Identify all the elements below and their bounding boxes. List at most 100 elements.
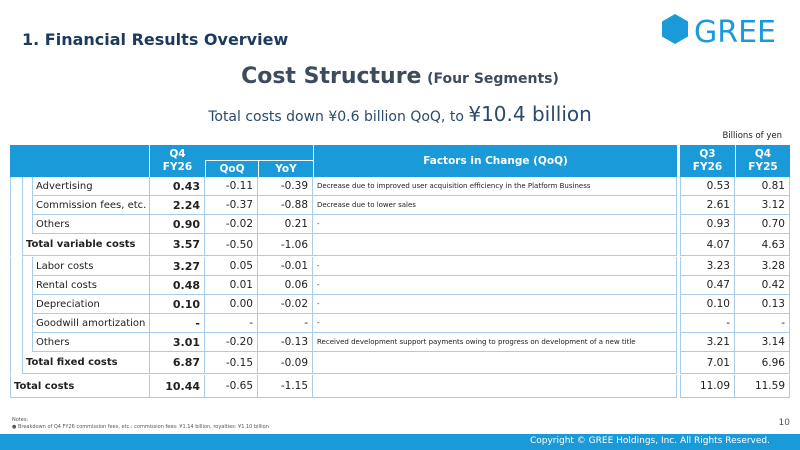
yoy-value: 0.21 bbox=[258, 215, 313, 234]
yoy-value: -1.06 bbox=[258, 234, 313, 256]
header-text: FY26 bbox=[692, 161, 723, 173]
q4-value: 3.01 bbox=[150, 333, 205, 352]
row-label: Goodwill amortization bbox=[32, 314, 150, 333]
title-note: (Four Segments) bbox=[427, 71, 559, 87]
q3-value: 0.53 bbox=[680, 177, 735, 196]
subtitle: Total costs down ¥0.6 billion QoQ, to bbox=[208, 109, 469, 125]
bracket bbox=[10, 352, 22, 374]
prev-value: 0.42 bbox=[735, 276, 790, 295]
q4-value: 6.87 bbox=[150, 352, 205, 374]
q4-value: - bbox=[150, 314, 205, 333]
row-label: Rental costs bbox=[32, 276, 150, 295]
header-text: FY26 bbox=[162, 161, 193, 173]
bracket bbox=[22, 333, 32, 352]
factor bbox=[313, 352, 677, 374]
yoy-value: -0.13 bbox=[258, 333, 313, 352]
yoy-value: -0.39 bbox=[258, 177, 313, 196]
bracket bbox=[10, 177, 22, 196]
factor: Decrease due to lower sales bbox=[313, 196, 677, 215]
row-label: Total costs bbox=[10, 375, 150, 398]
copyright: Copyright © GREE Holdings, Inc. All Righ… bbox=[529, 436, 770, 446]
header-text: Q4 bbox=[754, 148, 772, 160]
header-band bbox=[205, 145, 313, 160]
bracket bbox=[10, 196, 22, 215]
factor: - bbox=[313, 295, 677, 314]
prev-value: 3.12 bbox=[735, 196, 790, 215]
factor: - bbox=[313, 215, 677, 234]
q4-value: 0.90 bbox=[150, 215, 205, 234]
prev-value: 0.70 bbox=[735, 215, 790, 234]
note-text: Breakdown of Q4 FY26 commission fees, et… bbox=[17, 424, 269, 430]
row-label: Commission fees, etc. bbox=[32, 196, 150, 215]
prev-value: 3.28 bbox=[735, 257, 790, 276]
bracket bbox=[10, 257, 22, 276]
qoq-value: -0.37 bbox=[205, 196, 258, 215]
prev-value: 4.63 bbox=[735, 234, 790, 256]
q3-value: 4.07 bbox=[680, 234, 735, 256]
bracket bbox=[10, 234, 22, 256]
row-label: Total variable costs bbox=[22, 234, 150, 256]
q3-value: 0.93 bbox=[680, 215, 735, 234]
logo-mark bbox=[662, 14, 688, 44]
bracket bbox=[22, 257, 32, 276]
q3-value: 0.10 bbox=[680, 295, 735, 314]
q3-value: 11.09 bbox=[680, 375, 735, 398]
subtitle-emphasis: ¥10.4 billion bbox=[468, 102, 592, 126]
qoq-value: -0.20 bbox=[205, 333, 258, 352]
factor: - bbox=[313, 276, 677, 295]
row-label: Total fixed costs bbox=[22, 352, 150, 374]
q4-value: 3.27 bbox=[150, 257, 205, 276]
qoq-value: 0.01 bbox=[205, 276, 258, 295]
prev-value: 3.14 bbox=[735, 333, 790, 352]
header-q4: Q4 FY26 bbox=[150, 145, 205, 177]
subtitle-block: Total costs down ¥0.6 billion QoQ, to ¥1… bbox=[0, 102, 800, 126]
q4-value: 10.44 bbox=[150, 375, 205, 398]
header-text: FY25 bbox=[748, 161, 778, 173]
prev-value: 11.59 bbox=[735, 375, 790, 398]
factor bbox=[313, 375, 677, 398]
header-prev: Q4 FY25 bbox=[735, 145, 790, 177]
qoq-value: -0.65 bbox=[205, 375, 258, 398]
notes-title: Notes: bbox=[12, 417, 29, 423]
q4-value: 0.10 bbox=[150, 295, 205, 314]
yoy-value: -1.15 bbox=[258, 375, 313, 398]
page-number: 10 bbox=[778, 418, 790, 428]
bracket bbox=[22, 314, 32, 333]
prev-value: - bbox=[735, 314, 790, 333]
header-q3: Q3 FY26 bbox=[680, 145, 735, 177]
row-label: Others bbox=[32, 215, 150, 234]
yoy-value: - bbox=[258, 314, 313, 333]
factor bbox=[313, 234, 677, 256]
row-label: Others bbox=[32, 333, 150, 352]
yoy-value: -0.02 bbox=[258, 295, 313, 314]
factor: Decrease due to improved user acquisitio… bbox=[313, 177, 677, 196]
bracket bbox=[10, 276, 22, 295]
q4-value: 0.43 bbox=[150, 177, 205, 196]
yoy-value: 0.06 bbox=[258, 276, 313, 295]
prev-value: 0.13 bbox=[735, 295, 790, 314]
header-yoy: YoY bbox=[258, 160, 313, 177]
qoq-value: 0.00 bbox=[205, 295, 258, 314]
title: Cost Structure bbox=[241, 64, 422, 89]
q4-value: 2.24 bbox=[150, 196, 205, 215]
yoy-value: -0.88 bbox=[258, 196, 313, 215]
bracket bbox=[10, 314, 22, 333]
prev-value: 0.81 bbox=[735, 177, 790, 196]
bracket bbox=[22, 196, 32, 215]
factor: - bbox=[313, 314, 677, 333]
section-title: 1. Financial Results Overview bbox=[22, 30, 289, 49]
logo-text: GREE bbox=[694, 15, 776, 48]
q3-value: 0.47 bbox=[680, 276, 735, 295]
qoq-value: 0.05 bbox=[205, 257, 258, 276]
row-label: Advertising bbox=[32, 177, 150, 196]
q4-value: 3.57 bbox=[150, 234, 205, 256]
header-text: Q4 bbox=[169, 148, 186, 160]
q3-value: 3.21 bbox=[680, 333, 735, 352]
logo: GREE bbox=[662, 14, 776, 48]
q3-value: - bbox=[680, 314, 735, 333]
title-block: Cost Structure (Four Segments) bbox=[0, 64, 800, 89]
qoq-value: -0.11 bbox=[205, 177, 258, 196]
qoq-value: -0.15 bbox=[205, 352, 258, 374]
bracket bbox=[22, 276, 32, 295]
